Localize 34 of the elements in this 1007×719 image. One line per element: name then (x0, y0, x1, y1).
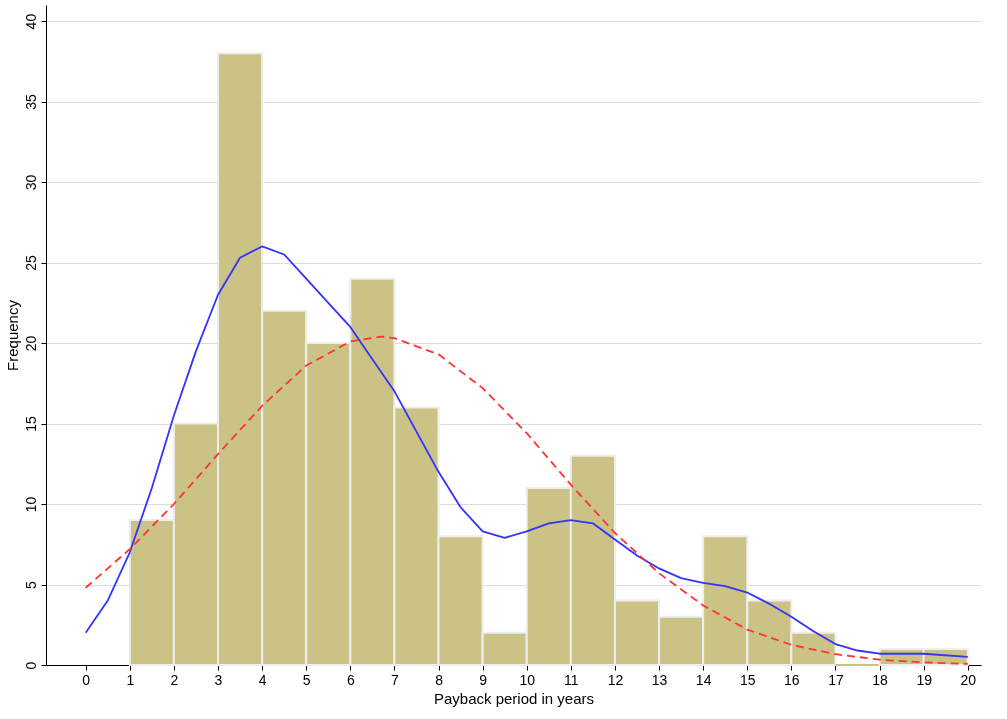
x-tick-label: 19 (916, 671, 933, 688)
x-tick-label: 11 (564, 671, 579, 688)
x-tick-label: 3 (214, 671, 223, 688)
x-tick-label: 8 (435, 671, 444, 688)
x-tick-label: 5 (302, 671, 311, 688)
x-tick-label: 7 (391, 671, 400, 688)
x-tick-label: 12 (607, 671, 624, 688)
x-tick-label: 18 (872, 671, 889, 688)
x-tick-label: 2 (170, 671, 179, 688)
y-tick-label: 30 (22, 174, 39, 191)
y-tick-label: 25 (22, 255, 39, 271)
x-tick-label: 20 (960, 671, 977, 688)
x-tick-label: 16 (784, 671, 800, 688)
y-tick-label: 20 (22, 335, 39, 352)
y-tick-label: 0 (22, 661, 39, 670)
y-tick-label: 5 (22, 580, 39, 589)
x-tick-label: 0 (82, 671, 91, 688)
x-tick-label: 15 (739, 671, 756, 688)
x-tick-label: 6 (346, 671, 355, 688)
x-tick-label: 13 (651, 671, 668, 688)
y-tick-label: 10 (22, 496, 39, 513)
x-tick-label: 14 (695, 671, 712, 688)
x-axis-title: Payback period in years (433, 689, 595, 707)
line-series (84, 245, 969, 658)
x-tick-label: 9 (479, 671, 488, 688)
y-axis-title: Frequency (3, 299, 21, 371)
x-tick-label: 10 (519, 671, 536, 688)
y-tick-label: 15 (22, 416, 39, 432)
y-tick-label: 40 (22, 13, 39, 30)
x-tick-label: 1 (126, 671, 135, 688)
line-series (84, 335, 969, 665)
y-tick-label: 35 (22, 94, 39, 110)
x-tick-label: 4 (258, 671, 267, 688)
x-tick-label: 17 (828, 671, 844, 688)
